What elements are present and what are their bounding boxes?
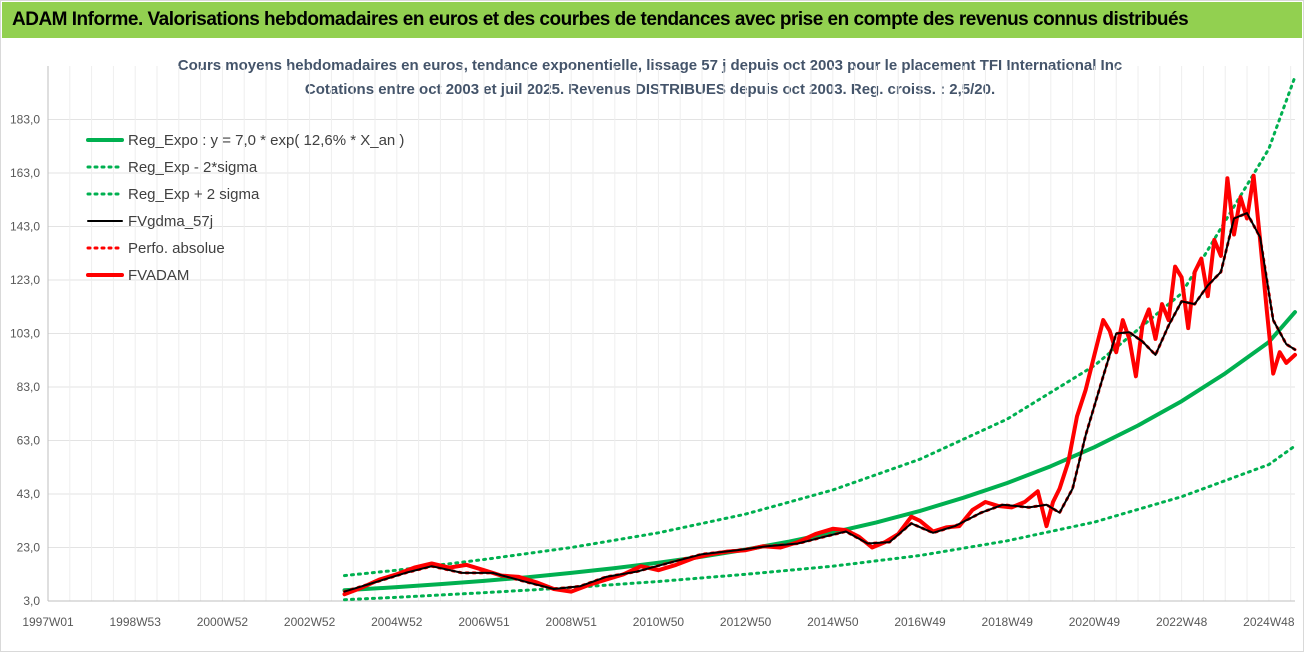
x-tick-label: 2004W52 <box>371 615 423 629</box>
x-tick-label: 2000W52 <box>197 615 249 629</box>
y-tick-label: 3,0 <box>23 594 40 608</box>
x-tick-label: 2016W49 <box>894 615 946 629</box>
x-tick-label: 2018W49 <box>982 615 1034 629</box>
series-layer <box>342 75 1297 602</box>
y-tick-label: 123,0 <box>10 273 40 287</box>
y-tick-label: 183,0 <box>10 113 40 127</box>
axes: 3,0 23,0 43,0 63,0 83,0 103,0 123,0 143,0 163,0 1… <box>10 66 1295 629</box>
series-line-2 <box>343 75 1297 578</box>
x-tick-label: 2010W50 <box>633 615 685 629</box>
y-tick-label: 163,0 <box>10 166 40 180</box>
x-tick-label: 2022W48 <box>1156 615 1208 629</box>
legend-label: FVADAM <box>128 267 189 284</box>
y-tick-label: 43,0 <box>17 487 41 501</box>
chart-subtitle: Cotations entre oct 2003 et juil 2025. R… <box>305 81 995 98</box>
y-tick-label: 103,0 <box>10 327 40 341</box>
legend-label: Reg_Expo : y = 7,0 * exp( 12,6% * X_an ) <box>128 132 404 149</box>
x-tick-label: 2014W50 <box>807 615 859 629</box>
legend-label: FVgdma_57j <box>128 213 213 230</box>
x-tick-label: 2020W49 <box>1069 615 1121 629</box>
x-tick-label: 2024W48 <box>1243 615 1295 629</box>
y-tick-label: 143,0 <box>10 220 40 234</box>
y-tick-label: 83,0 <box>17 380 41 394</box>
x-tick-label: 1998W53 <box>110 615 162 629</box>
legend: Reg_Expo : y = 7,0 * exp( 12,6% * X_an )… <box>86 132 404 284</box>
y-tick-label: 23,0 <box>17 541 41 555</box>
legend-label: Perfo. absolue <box>128 240 225 257</box>
chart-title: Cours moyens hebdomadaires en euros, ten… <box>178 57 1122 74</box>
x-tick-label: 2006W51 <box>458 615 510 629</box>
legend-label: Reg_Exp - 2*sigma <box>128 159 258 176</box>
x-tick-label: 2008W51 <box>546 615 598 629</box>
series-line-1 <box>343 444 1297 602</box>
y-tick-label: 63,0 <box>17 434 41 448</box>
series-line-5 <box>342 173 1297 597</box>
x-tick-label: 2012W50 <box>720 615 772 629</box>
page-banner: ADAM Informe. Valorisations hebdomadaire… <box>2 2 1302 38</box>
series-line-3 <box>343 212 1296 593</box>
x-tick-label: 1997W01 <box>22 615 74 629</box>
legend-label: Reg_Exp + 2 sigma <box>128 186 260 203</box>
x-tick-label: 2002W52 <box>284 615 336 629</box>
